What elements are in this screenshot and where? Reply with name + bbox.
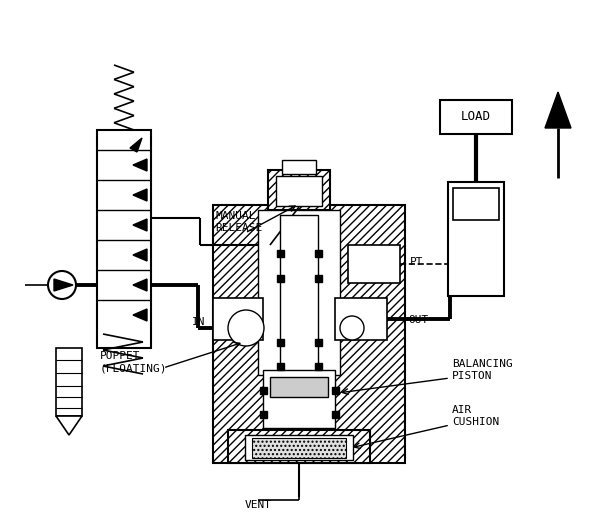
Bar xyxy=(276,176,322,206)
Bar xyxy=(277,338,284,345)
Bar xyxy=(331,386,338,393)
Bar xyxy=(348,245,400,283)
Bar xyxy=(270,377,328,397)
Bar xyxy=(440,100,512,134)
Polygon shape xyxy=(56,416,82,435)
Bar xyxy=(277,250,284,257)
Polygon shape xyxy=(545,92,571,128)
Text: AIR
CUSHION: AIR CUSHION xyxy=(452,405,499,427)
Polygon shape xyxy=(133,159,147,171)
Bar xyxy=(228,430,370,463)
Text: IN: IN xyxy=(191,317,205,327)
Circle shape xyxy=(340,316,364,340)
Bar xyxy=(453,188,499,220)
Bar xyxy=(314,275,322,281)
Polygon shape xyxy=(133,249,147,261)
Bar xyxy=(277,275,284,281)
Bar xyxy=(245,435,353,460)
Polygon shape xyxy=(133,309,147,321)
Bar xyxy=(268,170,330,210)
Bar xyxy=(263,370,335,428)
Bar xyxy=(282,160,316,174)
Bar xyxy=(314,363,322,370)
Bar xyxy=(252,438,346,458)
Bar xyxy=(97,130,151,348)
Polygon shape xyxy=(130,138,142,152)
Text: OUT: OUT xyxy=(408,315,428,325)
Text: POPPET
(FLOATING): POPPET (FLOATING) xyxy=(100,351,167,373)
Bar xyxy=(331,410,338,418)
Polygon shape xyxy=(133,219,147,231)
Circle shape xyxy=(48,271,76,299)
Text: MANUAL
RELEASE: MANUAL RELEASE xyxy=(215,211,262,233)
Circle shape xyxy=(228,310,264,346)
Bar xyxy=(277,363,284,370)
Polygon shape xyxy=(54,279,73,291)
Bar xyxy=(280,215,318,375)
Bar xyxy=(314,250,322,257)
Bar xyxy=(448,182,504,296)
Text: PT: PT xyxy=(410,257,424,267)
Bar xyxy=(314,338,322,345)
Polygon shape xyxy=(133,189,147,201)
Bar xyxy=(258,210,340,375)
Polygon shape xyxy=(133,279,147,291)
Bar xyxy=(213,205,405,463)
Bar xyxy=(260,410,266,418)
Bar xyxy=(56,348,82,416)
Text: BALANCING
PISTON: BALANCING PISTON xyxy=(452,359,513,381)
Text: VENT: VENT xyxy=(245,500,271,510)
Bar xyxy=(260,386,266,393)
Bar xyxy=(213,298,263,340)
Text: LOAD: LOAD xyxy=(461,110,491,124)
Bar xyxy=(335,298,387,340)
